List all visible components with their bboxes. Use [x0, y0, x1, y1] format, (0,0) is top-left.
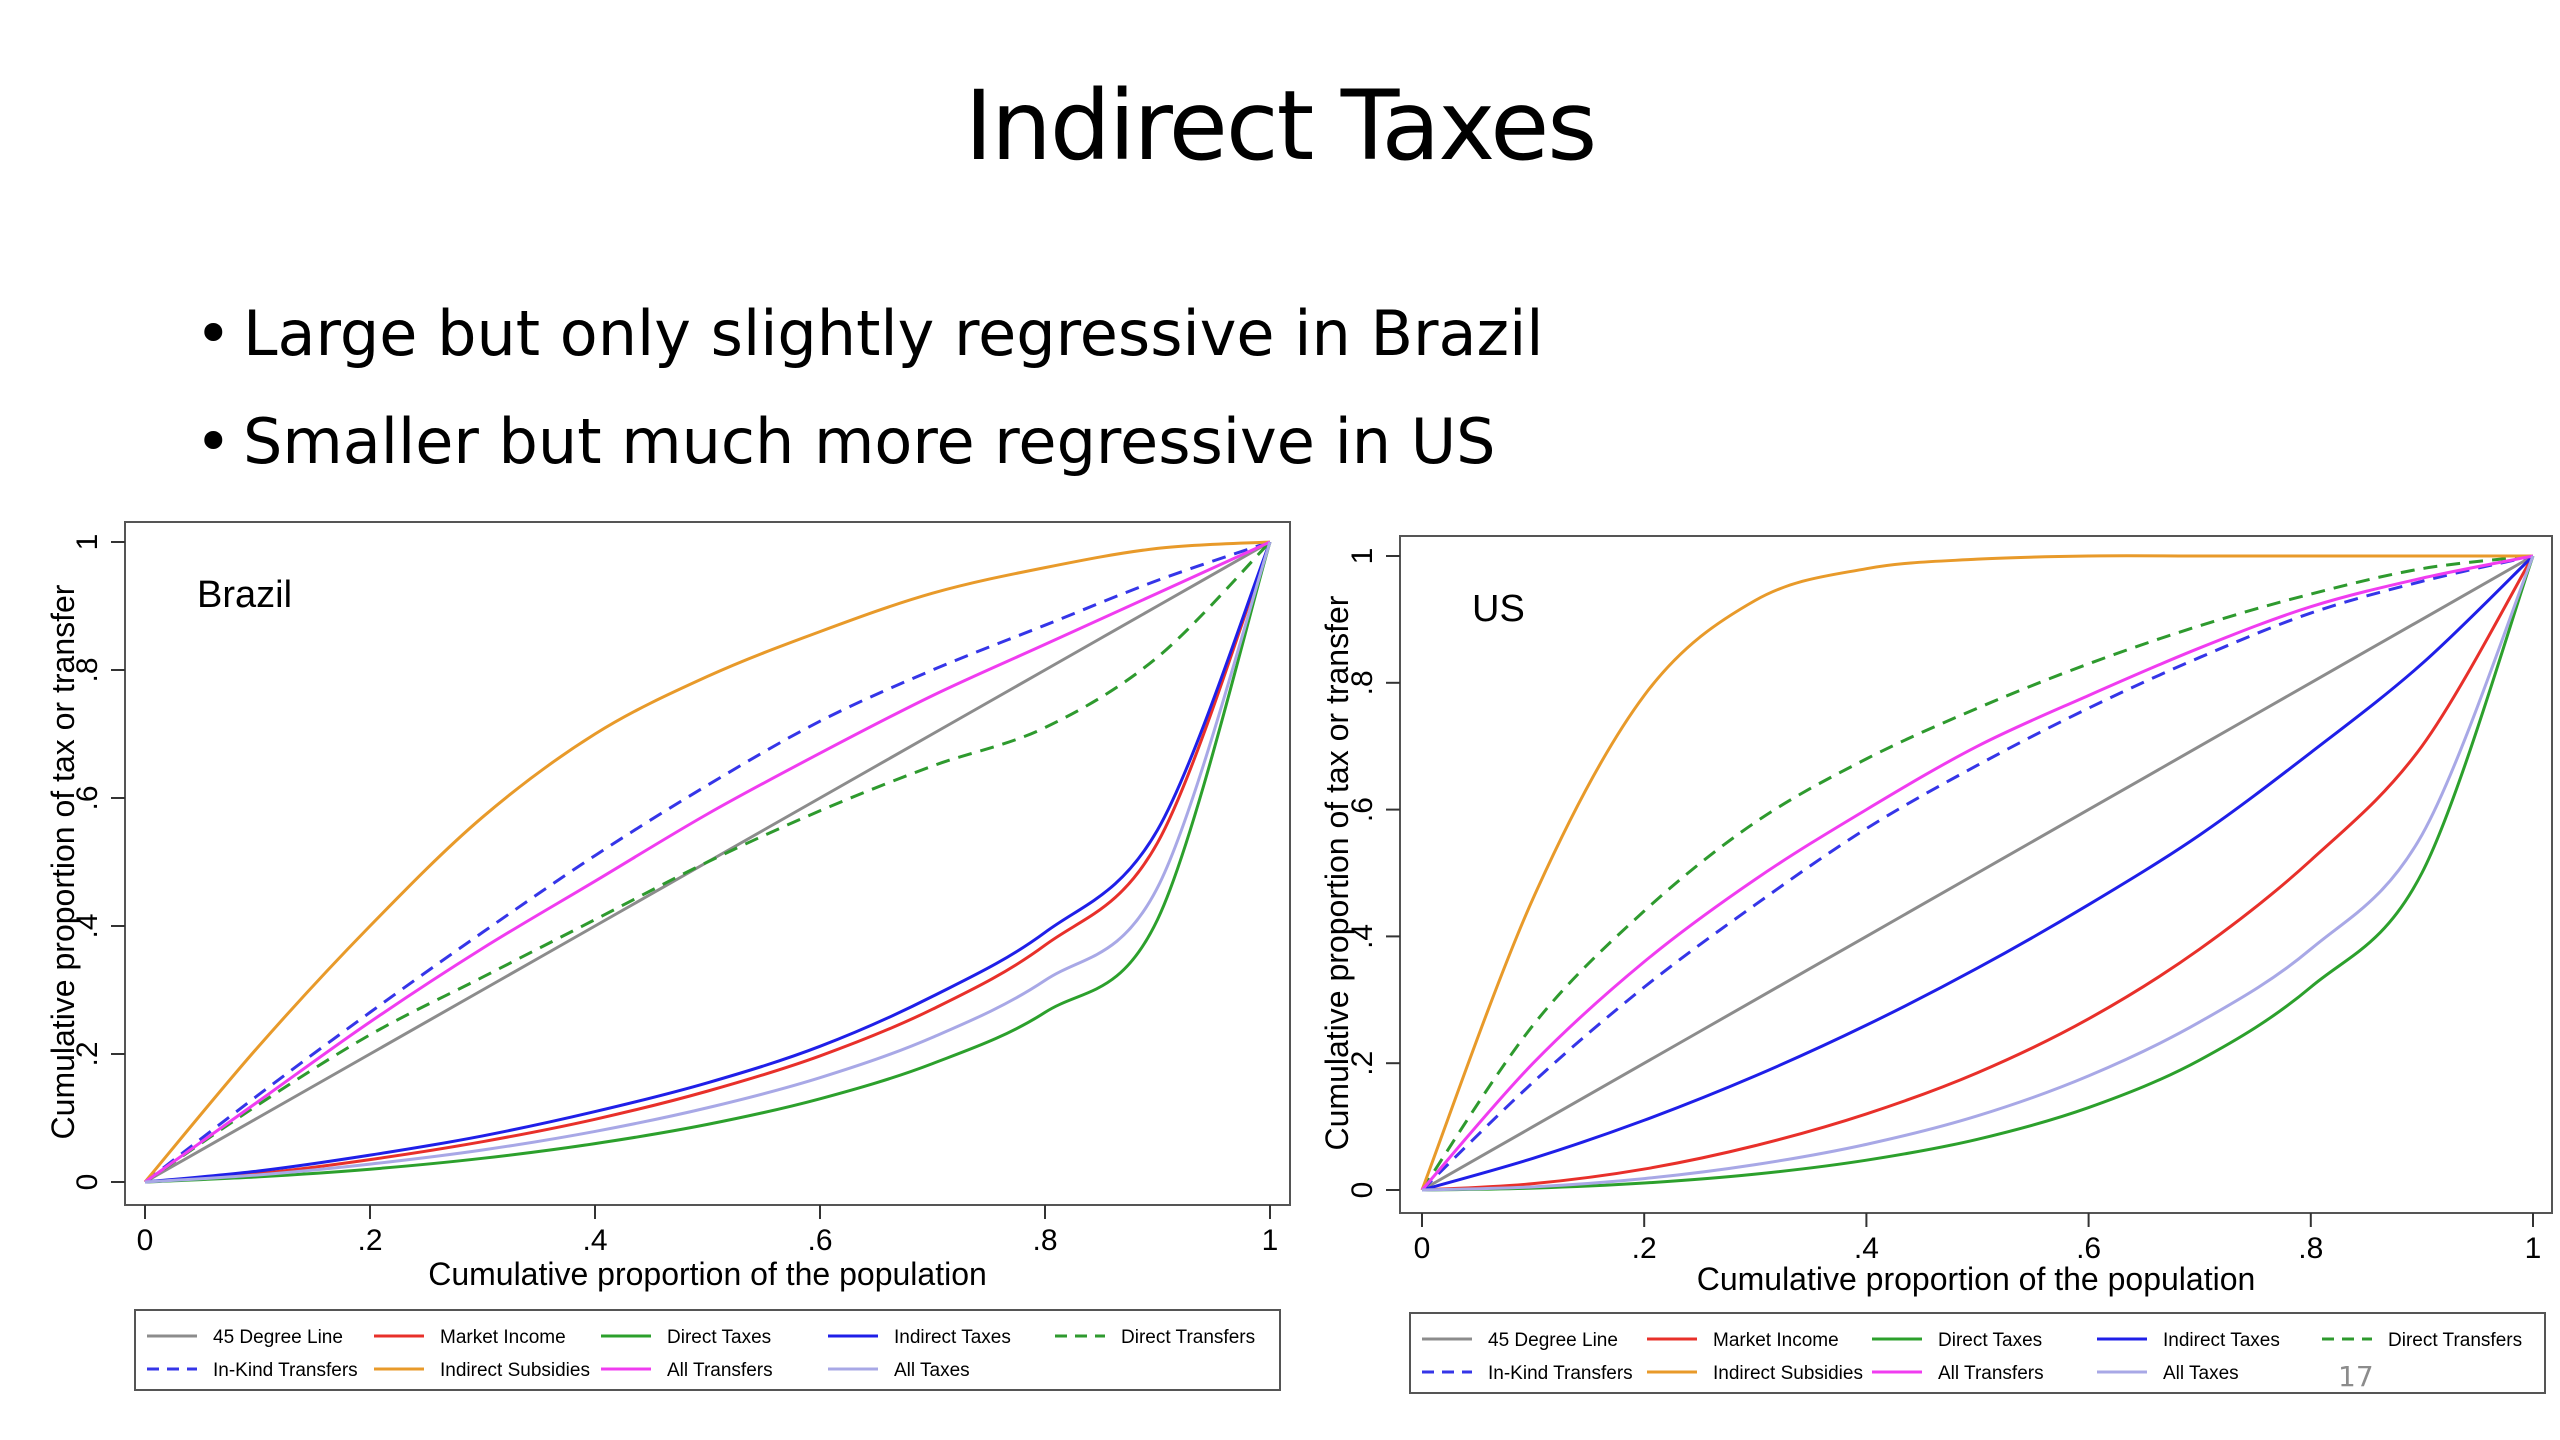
legend-label-us: Market Income	[1713, 1330, 1839, 1351]
legend-label-brazil: Direct Taxes	[667, 1327, 771, 1348]
legend-label-us: In-Kind Transfers	[1488, 1363, 1633, 1384]
series-line-brazil-all-transfers	[144, 540, 1271, 1184]
y-axis-title-brazil: Cumulative proportion of tax or transfer	[45, 584, 81, 1139]
x-tick-label-brazil: .4	[582, 1224, 607, 1257]
x-tick-label-brazil: 0	[137, 1224, 154, 1257]
legend-label-us: Direct Taxes	[1938, 1330, 2042, 1351]
legend-label-brazil: 45 Degree Line	[213, 1327, 343, 1348]
x-tick-label-us: .6	[2076, 1232, 2101, 1265]
series-line-us-in-kind-transfers	[1420, 554, 2534, 1192]
y-tick-label-us: .8	[1346, 670, 1379, 695]
y-tick-label-brazil: .2	[71, 1041, 104, 1066]
series-line-us-direct-taxes	[1421, 555, 2535, 1192]
y-axis-title-us: Cumulative proportion of tax or transfer	[1319, 595, 1355, 1150]
x-tick-label-brazil: .2	[357, 1224, 382, 1257]
series-line-brazil-indirect-taxes	[144, 541, 1272, 1184]
x-axis-title-brazil: Cumulative proportion of the population	[428, 1256, 987, 1292]
legend-label-us: All Taxes	[2163, 1363, 2239, 1384]
y-tick-label-us: 0	[1346, 1182, 1379, 1199]
x-tick-label-brazil: 1	[1262, 1224, 1279, 1257]
y-tick-label-brazil: .4	[71, 913, 104, 938]
legend-label-brazil: All Taxes	[894, 1360, 970, 1381]
x-tick-label-us: 0	[1414, 1232, 1431, 1265]
legend-label-brazil: Indirect Subsidies	[440, 1360, 590, 1381]
x-tick-label-us: .8	[2298, 1232, 2323, 1265]
y-tick-label-brazil: .6	[71, 785, 104, 810]
series-line-us-all-transfers	[1420, 554, 2534, 1191]
legend-box-us	[1409, 1312, 2546, 1394]
bullet-us: Smaller but much more regressive in US	[195, 388, 1544, 496]
y-tick-label-brazil: 0	[71, 1174, 104, 1191]
y-tick-label-brazil: .8	[71, 657, 104, 682]
panel-label-brazil: Brazil	[197, 574, 292, 616]
y-tick-label-brazil: 1	[71, 534, 104, 551]
series-line-us-45-degree-line	[1421, 554, 2534, 1192]
x-tick-label-us: .4	[1854, 1232, 1879, 1265]
plot-frame-brazil	[124, 521, 1291, 1206]
y-tick-label-us: .6	[1346, 797, 1379, 822]
panel-label-us: US	[1472, 588, 1525, 630]
series-line-us-indirect-subsidies	[1420, 554, 2533, 1191]
legend-label-us: 45 Degree Line	[1488, 1330, 1618, 1351]
x-axis-title-us: Cumulative proportion of the population	[1697, 1261, 2256, 1297]
series-line-brazil-all-taxes	[144, 541, 1272, 1184]
y-tick-label-us: .2	[1346, 1051, 1379, 1076]
legend-label-brazil: In-Kind Transfers	[213, 1360, 358, 1381]
series-line-brazil-in-kind-transfers	[144, 540, 1271, 1184]
series-line-brazil-market-income	[144, 541, 1272, 1184]
plot-frame-us	[1399, 535, 2553, 1214]
legend-label-brazil: Direct Transfers	[1121, 1327, 1255, 1348]
y-tick-label-us: 1	[1346, 548, 1379, 565]
series-line-us-market-income	[1421, 555, 2535, 1192]
series-line-brazil-direct-taxes	[144, 541, 1272, 1184]
series-line-us-all-taxes	[1421, 555, 2535, 1192]
series-line-us-indirect-taxes	[1421, 554, 2535, 1192]
slide-title: Indirect Taxes	[964, 70, 1598, 182]
legend-label-us: All Transfers	[1938, 1363, 2044, 1384]
slide-number: 17	[2338, 1360, 2374, 1393]
series-line-brazil-indirect-subsidies	[143, 540, 1271, 1183]
x-tick-label-us: .2	[1632, 1232, 1657, 1265]
legend-label-us: Indirect Taxes	[2163, 1330, 2280, 1351]
legend-label-brazil: Indirect Taxes	[894, 1327, 1011, 1348]
bullet-list: Large but only slightly regressive in Br…	[195, 280, 1544, 496]
legend-box-brazil	[134, 1309, 1281, 1391]
legend-label-us: Direct Transfers	[2388, 1330, 2522, 1351]
series-line-brazil-direct-transfers	[144, 540, 1272, 1184]
series-line-us-direct-transfers	[1420, 554, 2534, 1191]
x-tick-label-us: 1	[2525, 1232, 2542, 1265]
legend-label-brazil: All Transfers	[667, 1360, 773, 1381]
y-tick-label-us: .4	[1346, 924, 1379, 949]
x-tick-label-brazil: .6	[807, 1224, 832, 1257]
bullet-brazil: Large but only slightly regressive in Br…	[195, 280, 1544, 388]
x-tick-label-brazil: .8	[1032, 1224, 1057, 1257]
legend-label-brazil: Market Income	[440, 1327, 566, 1348]
legend-label-us: Indirect Subsidies	[1713, 1363, 1863, 1384]
